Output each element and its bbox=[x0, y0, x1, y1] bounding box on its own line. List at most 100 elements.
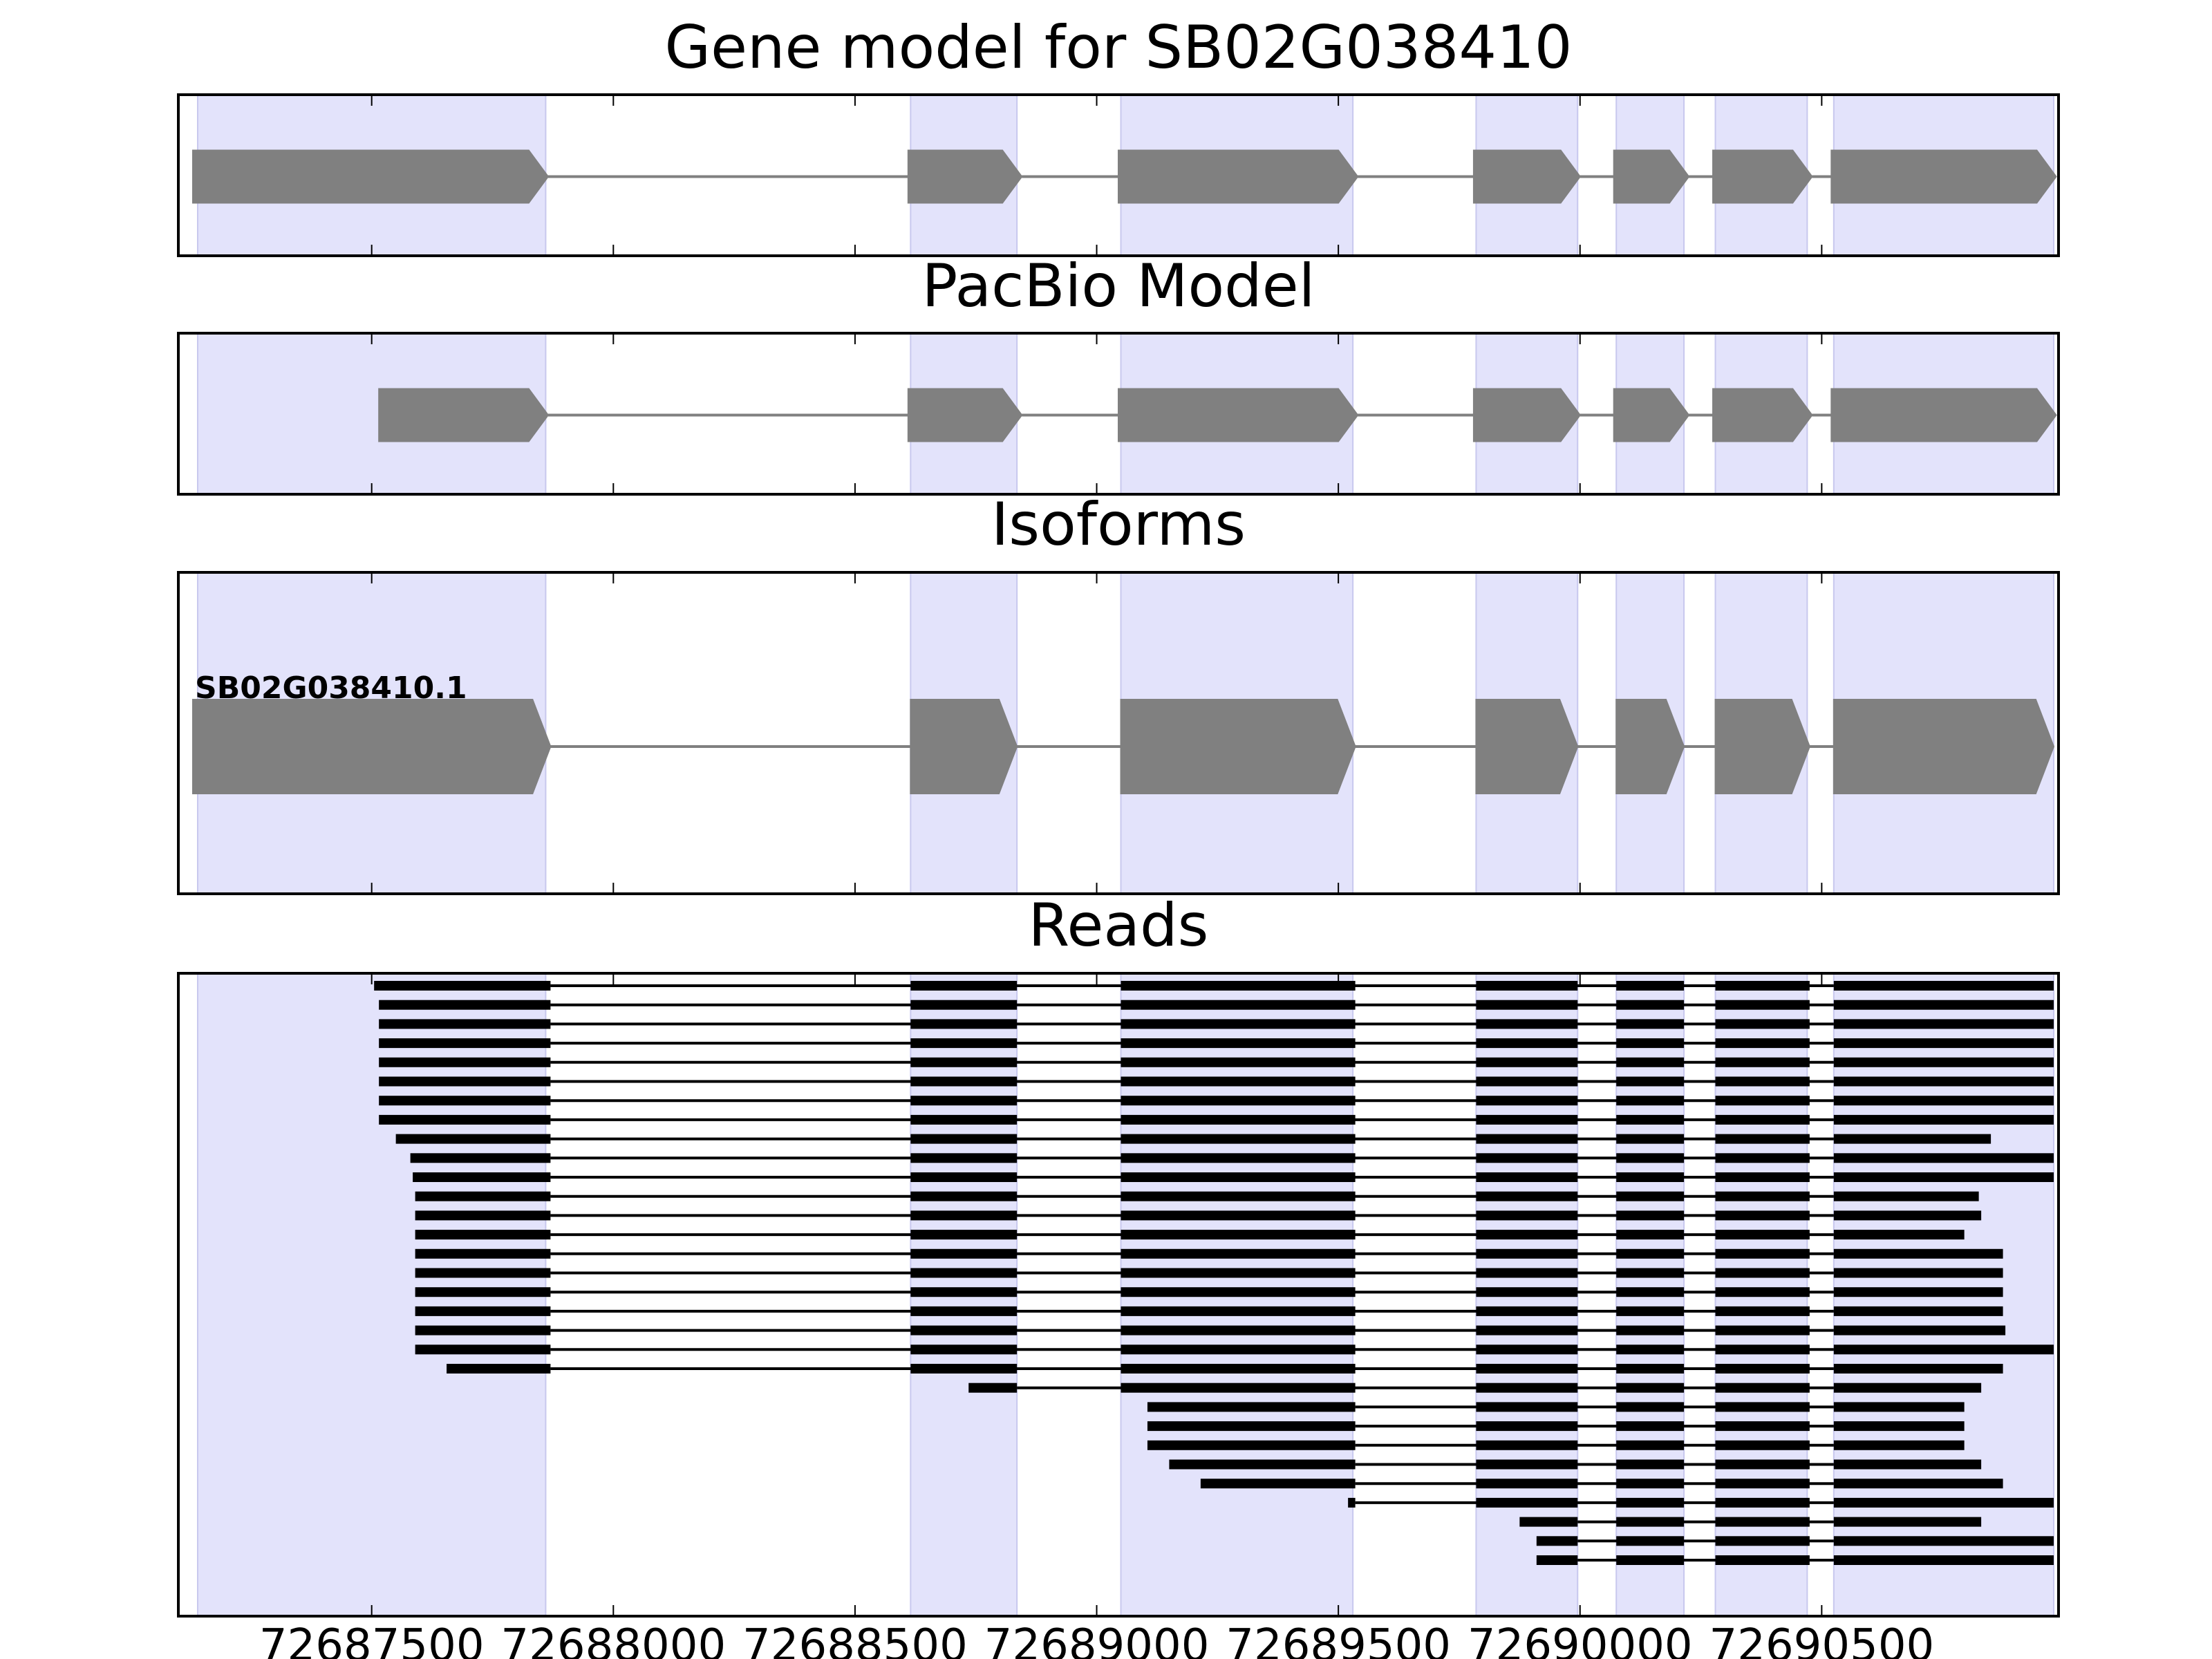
read-block bbox=[1715, 1402, 1810, 1412]
exon-arrow bbox=[1613, 149, 1690, 204]
x-tick-label: 72689000 bbox=[984, 1620, 1210, 1659]
read-block bbox=[910, 1076, 1018, 1087]
read-block bbox=[1121, 1153, 1356, 1163]
read-block bbox=[910, 1230, 1018, 1240]
read-block bbox=[1476, 1306, 1578, 1316]
read-block bbox=[1715, 981, 1810, 991]
read-block bbox=[1833, 1248, 2003, 1259]
read-block bbox=[447, 1364, 551, 1374]
read-block bbox=[1121, 1248, 1356, 1259]
read-block bbox=[1833, 1268, 2003, 1278]
read-block bbox=[1121, 1364, 1356, 1374]
read-block bbox=[1715, 1019, 1810, 1029]
read-block bbox=[1833, 1019, 2054, 1029]
read-block bbox=[1715, 1421, 1810, 1432]
read-block bbox=[1833, 1287, 2003, 1297]
reads-panel: Reads bbox=[177, 891, 2060, 1618]
read-block bbox=[1833, 1421, 1965, 1432]
read-block bbox=[1833, 1114, 2054, 1125]
exon-arrow bbox=[1712, 149, 1813, 204]
exon-arrow bbox=[1833, 699, 2055, 794]
read-block bbox=[1519, 1517, 1578, 1527]
exon-arrow bbox=[1472, 388, 1582, 442]
exon-arrow bbox=[191, 149, 550, 204]
read-block bbox=[1833, 1402, 1965, 1412]
read-block bbox=[1833, 1076, 2054, 1087]
read-block bbox=[1476, 1325, 1578, 1335]
panel-frame bbox=[177, 571, 2060, 895]
exon-arrow bbox=[907, 149, 1023, 204]
read-block bbox=[379, 1114, 551, 1125]
read-block bbox=[1476, 1019, 1578, 1029]
read-block bbox=[1536, 1555, 1578, 1565]
read-block bbox=[415, 1191, 551, 1201]
read-block bbox=[379, 1096, 551, 1106]
exon-arrow bbox=[1830, 149, 2057, 204]
read-block bbox=[910, 1019, 1018, 1029]
read-block bbox=[1715, 1134, 1810, 1144]
read-block bbox=[1833, 981, 2054, 991]
read-block bbox=[1476, 1382, 1578, 1393]
reads-title: Reads bbox=[1029, 891, 1209, 960]
x-tick-label: 72688000 bbox=[500, 1620, 726, 1659]
exon-arrow bbox=[907, 388, 1023, 442]
read-block bbox=[1833, 1459, 1982, 1470]
x-tick-label: 72689500 bbox=[1226, 1620, 1451, 1659]
read-block bbox=[910, 1344, 1018, 1355]
read-block bbox=[1833, 1497, 2054, 1508]
read-block bbox=[1476, 1096, 1578, 1106]
exon-arrow bbox=[1712, 388, 1813, 442]
read-block bbox=[1616, 1248, 1685, 1259]
read-block bbox=[1476, 1268, 1578, 1278]
read-block bbox=[910, 1268, 1018, 1278]
read-block bbox=[1476, 1057, 1578, 1067]
read-block bbox=[1616, 1421, 1685, 1432]
read-block bbox=[1616, 1268, 1685, 1278]
read-block bbox=[910, 1248, 1018, 1259]
read-block bbox=[1833, 1038, 2054, 1049]
read-block bbox=[395, 1134, 551, 1144]
read-block bbox=[379, 1057, 551, 1067]
read-block bbox=[1616, 1172, 1685, 1182]
read-block bbox=[1121, 1344, 1356, 1355]
read-block bbox=[1121, 1076, 1356, 1087]
read-block bbox=[1147, 1402, 1356, 1412]
read-block bbox=[1833, 1382, 1982, 1393]
read-block bbox=[1616, 1000, 1685, 1010]
exon-arrow bbox=[1475, 699, 1579, 794]
read-block bbox=[1616, 1440, 1685, 1450]
read-block bbox=[1476, 1459, 1578, 1470]
panel-frame bbox=[177, 332, 2060, 496]
gene-model-title: Gene model for SB02G038410 bbox=[665, 13, 1573, 82]
read-block bbox=[1715, 1344, 1810, 1355]
read-block bbox=[1715, 1076, 1810, 1087]
read-block bbox=[1715, 1325, 1810, 1335]
read-block bbox=[1715, 1248, 1810, 1259]
read-block bbox=[910, 1306, 1018, 1316]
read-block bbox=[1616, 1210, 1685, 1221]
read-block bbox=[1616, 981, 1685, 991]
x-tick-label: 72690000 bbox=[1468, 1620, 1693, 1659]
read-block bbox=[415, 1287, 551, 1297]
read-block bbox=[1833, 1230, 1965, 1240]
read-block bbox=[1476, 1230, 1578, 1240]
read-block bbox=[1121, 1114, 1356, 1125]
isoforms-title: Isoforms bbox=[991, 490, 1246, 559]
read-block bbox=[1200, 1479, 1356, 1489]
read-block bbox=[1121, 1306, 1356, 1316]
read-block bbox=[413, 1172, 551, 1182]
read-block bbox=[1616, 1134, 1685, 1144]
read-block bbox=[1121, 1134, 1356, 1144]
read-block bbox=[910, 1038, 1018, 1049]
read-block bbox=[1715, 1382, 1810, 1393]
read-block bbox=[410, 1153, 551, 1163]
read-block bbox=[910, 1364, 1018, 1374]
read-block bbox=[374, 981, 551, 991]
read-block bbox=[379, 1076, 551, 1087]
read-block bbox=[1833, 1479, 2003, 1489]
exon-arrow bbox=[378, 388, 550, 442]
read-block bbox=[1121, 1057, 1356, 1067]
read-block bbox=[910, 1153, 1018, 1163]
read-block bbox=[1715, 1114, 1810, 1125]
read-block bbox=[1715, 1153, 1810, 1163]
